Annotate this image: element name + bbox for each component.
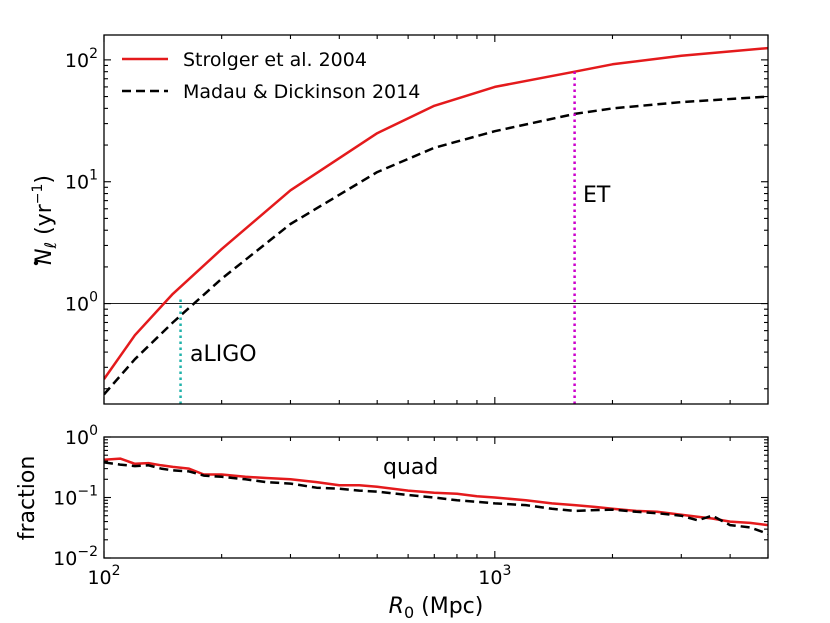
legend-label-madau: Madau & Dickinson 2014 (183, 81, 420, 103)
ylabel-sub: ℓ (41, 242, 60, 250)
annotation-aligo: aLIGO (190, 342, 257, 367)
ylabel-var: N (32, 249, 57, 265)
bottom-ytick-label-0-exp: 0 (89, 423, 98, 439)
detector-vlines (179, 71, 576, 404)
bottom-ytick-label-0-base: 10 (65, 427, 89, 449)
xtick-label-3: 103 (478, 563, 511, 589)
bottom-ylabel: fraction (15, 456, 40, 541)
ylabel-dot (33, 260, 39, 266)
top-ytick-label-0-base: 10 (65, 294, 89, 316)
ylabel-unit-open: (yr (32, 203, 57, 242)
top-ytick-label-1: 101 (65, 168, 98, 194)
bottom-ytick-label-m1-base: 10 (53, 488, 77, 510)
annotation-quad: quad (383, 455, 438, 480)
top-axes-frame (103, 34, 769, 405)
bottom-ytick-label-m1-exp: −1 (77, 484, 98, 500)
bottom-ytick-label-m2-exp: −2 (77, 544, 98, 560)
xlabel: R0 (Mpc) (389, 594, 484, 622)
top-ytick-label-0: 100 (65, 290, 98, 316)
annotation-et: ET (583, 183, 611, 208)
bottom-ytick-label-m2: 10−2 (53, 544, 98, 570)
top-series-group (104, 46, 768, 396)
bottom-series-group (104, 457, 768, 536)
bottom-ytick-label-0: 100 (65, 423, 98, 449)
top-series-madau-dickinson-2014 (104, 95, 768, 396)
legend: Strolger et al. 2004 Madau & Dickinson 2… (122, 49, 420, 103)
bottom-series-madau-dickinson-2014 (104, 461, 768, 536)
top-ytick-label-2-base: 10 (65, 50, 89, 72)
xtick-label-2-exp: 2 (112, 563, 121, 579)
top-series-strolger-et-al-2004 (104, 46, 768, 380)
top-ytick-label-1-exp: 1 (89, 168, 98, 184)
xlabel-unit: (Mpc) (414, 594, 483, 619)
top-ytick-label-1-base: 10 (65, 172, 89, 194)
ylabel-unit-close: ) (32, 175, 57, 184)
xlabel-var: R (389, 594, 404, 619)
bottom-axes-frame (103, 436, 769, 559)
xtick-label-3-exp: 3 (502, 563, 511, 579)
top-ytick-label-2: 102 (65, 46, 98, 72)
xlabel-sub: 0 (404, 603, 414, 622)
top-ytick-label-2-exp: 2 (89, 46, 98, 62)
top-ytick-label-0-exp: 0 (89, 290, 98, 306)
xtick-label-2-base: 10 (87, 567, 111, 589)
bottom-ytick-label-m1: 10−1 (53, 484, 98, 510)
xtick-label-3-base: 10 (478, 567, 502, 589)
bottom-ytick-label-m2-base: 10 (53, 548, 77, 570)
legend-label-strolger: Strolger et al. 2004 (183, 49, 367, 71)
xtick-label-2: 102 (87, 563, 120, 589)
top-ylabel: Nℓ (yr−1) (30, 175, 60, 265)
ylabel-unit-exp: −1 (30, 184, 46, 205)
